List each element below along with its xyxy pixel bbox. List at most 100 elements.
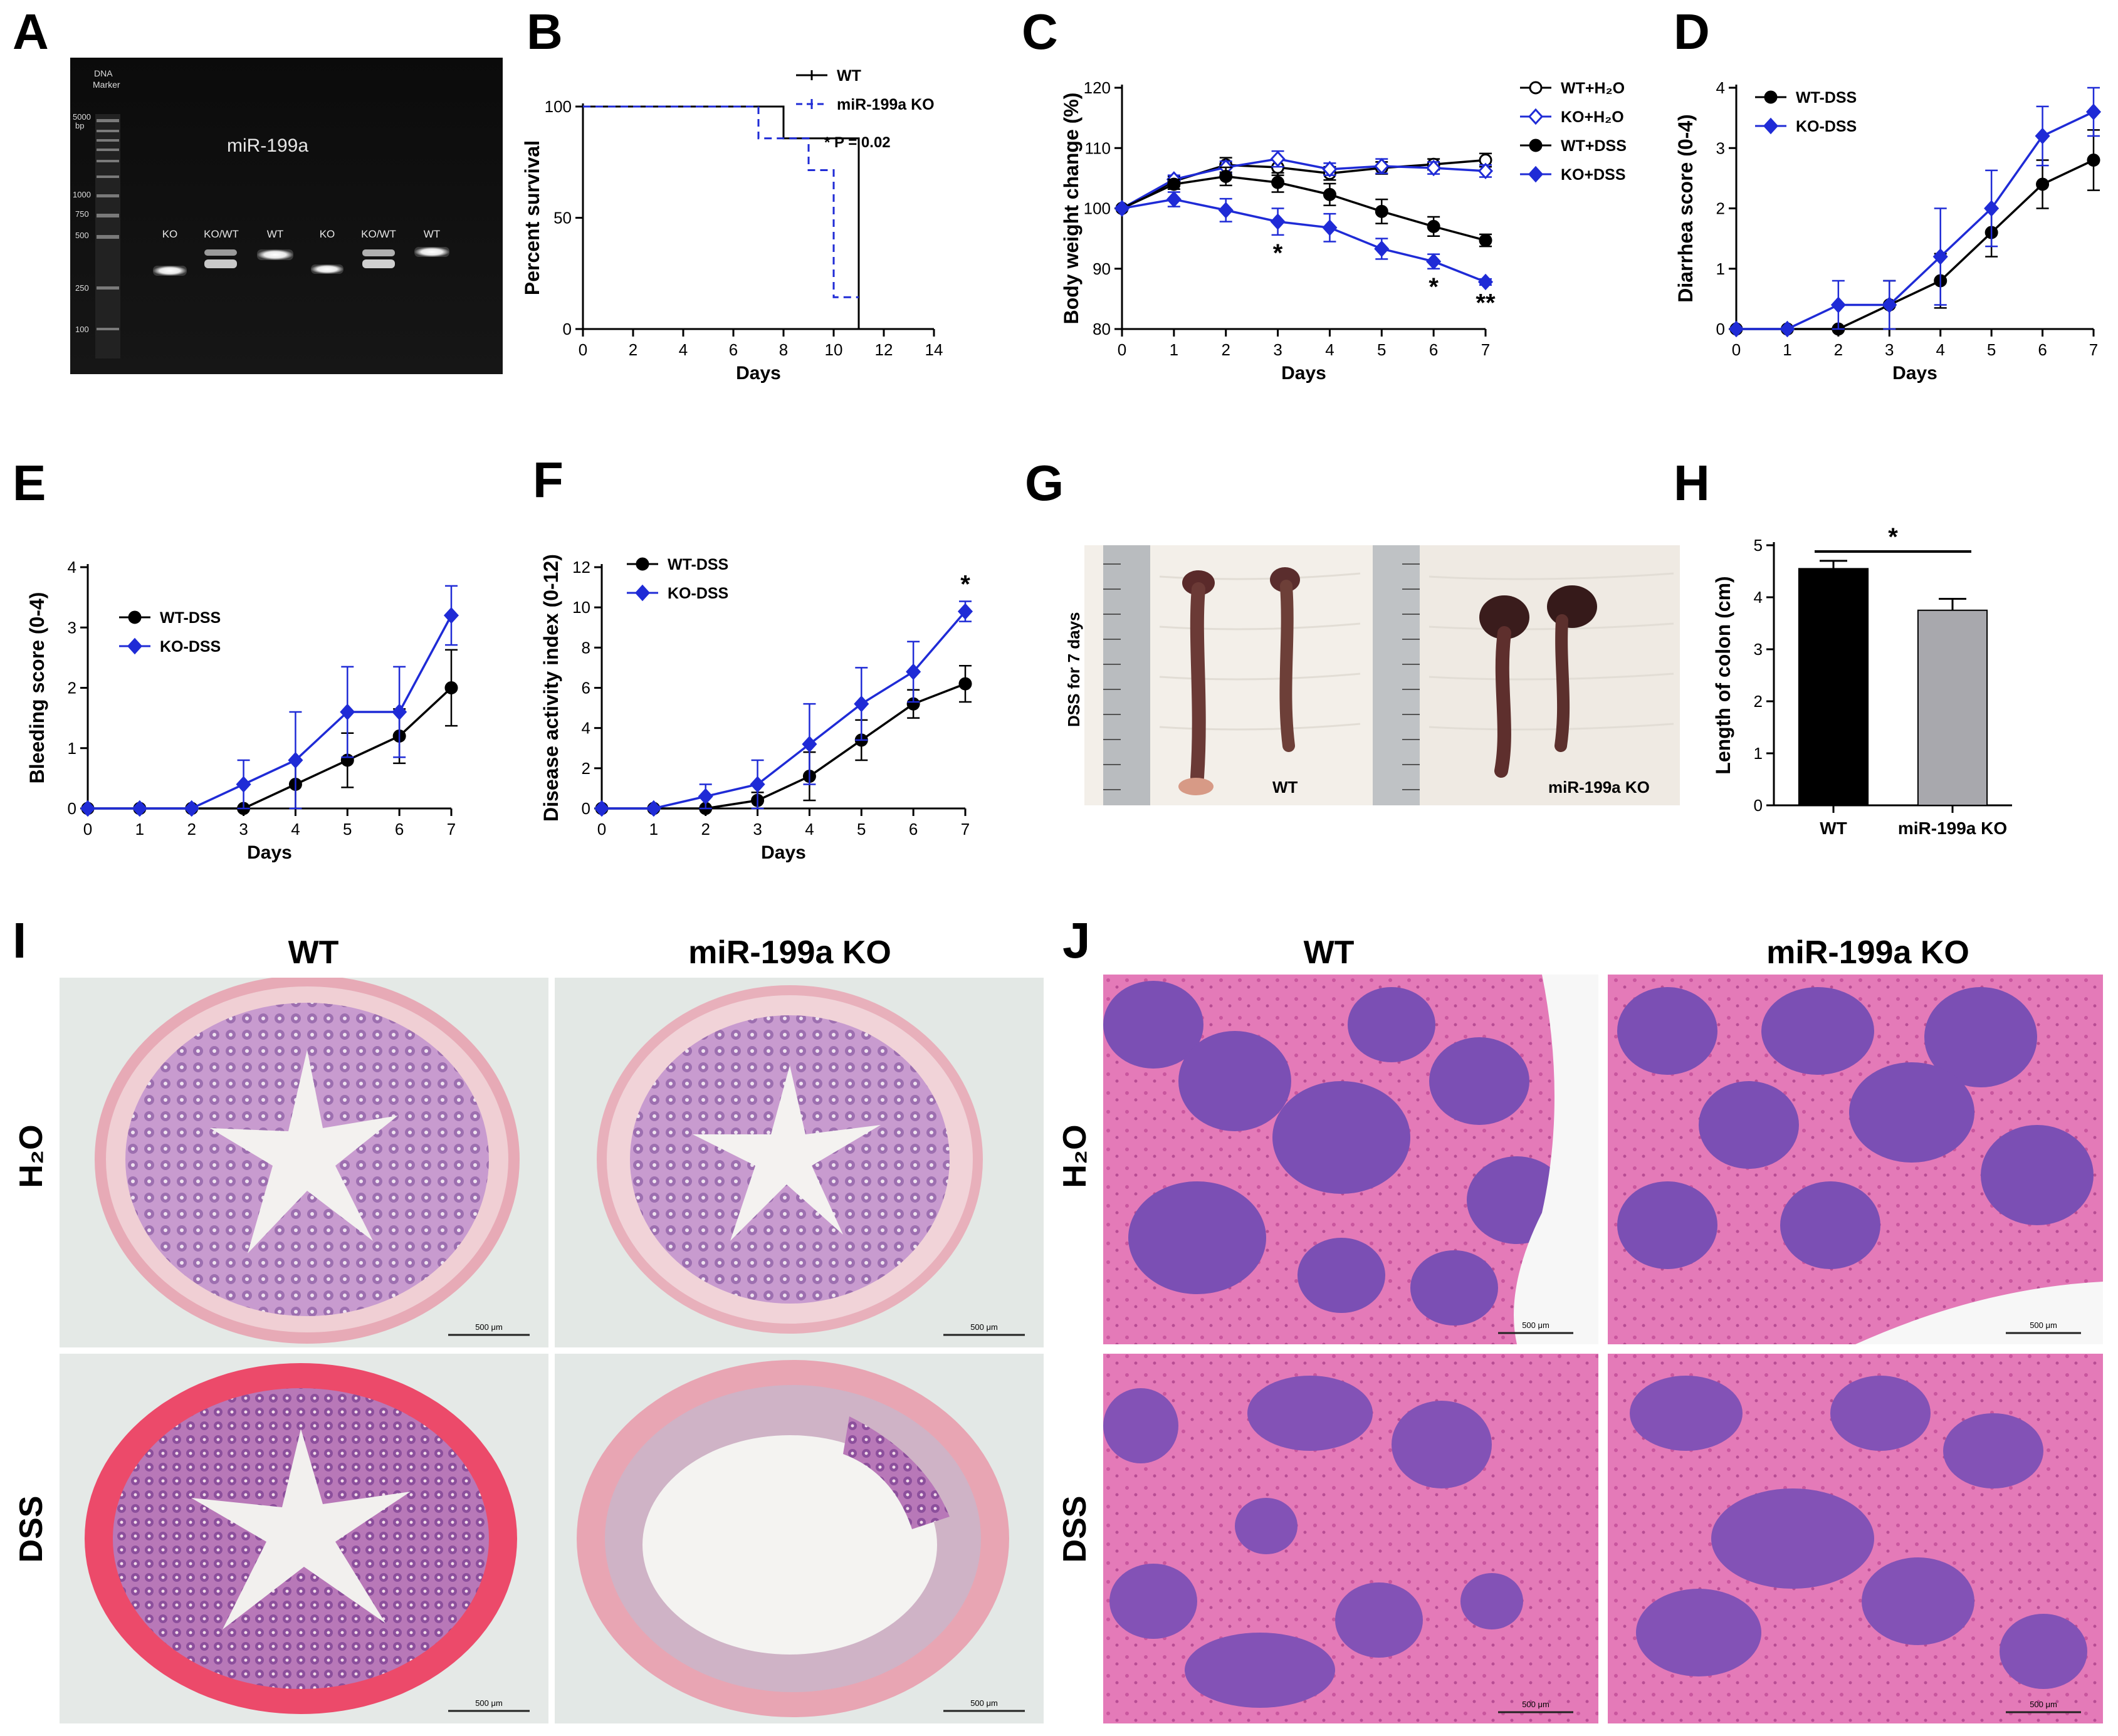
- x-axis-label: Days: [1892, 363, 1937, 384]
- x-tick-label: 4: [1325, 340, 1334, 359]
- histology-j-wt-h2o: 500 μm: [1103, 975, 1598, 1344]
- legend: WT miR-199a KO: [796, 67, 935, 113]
- x-tick-label: 1: [1783, 340, 1791, 359]
- legend-marker: [1764, 90, 1778, 104]
- series-line: [1121, 175, 1486, 242]
- y-axis-label: Disease activity index (0-12): [540, 554, 562, 822]
- y-tick-label: 0: [563, 320, 572, 338]
- panel-letter-d: D: [1674, 4, 1710, 60]
- x-tick-label: 7: [2089, 340, 2098, 359]
- legend-label: WT-DSS: [160, 609, 221, 627]
- y-tick-label: 2: [68, 679, 76, 698]
- bar: [1917, 609, 1988, 806]
- series-line: [88, 687, 453, 810]
- data-point: [1114, 200, 1130, 217]
- x-axis-label: Days: [761, 842, 806, 863]
- histology-j-scalebar-1: 500 μm: [1522, 1320, 1549, 1330]
- y-tick-label: 4: [582, 719, 590, 738]
- x-tick-label: 7: [447, 820, 456, 839]
- x-tick-label: 5: [1987, 340, 1996, 359]
- y-tick-label: 120: [1084, 78, 1111, 97]
- y-axis-label: Diarrhea score (0-4): [1674, 114, 1697, 303]
- data-point: [1323, 187, 1336, 201]
- legend-label: WT-DSS: [668, 556, 728, 573]
- panel-letter-h: H: [1674, 455, 1710, 511]
- data-point: [957, 603, 973, 620]
- ladder-label-750: 750: [75, 209, 89, 219]
- colon-photo-panel: DSS for 7 days WT miR-199a KO: [1066, 545, 1680, 805]
- y-tick-label: 0: [1754, 796, 1763, 815]
- histology-i-images: 500 μm 500 μm 500 μm 500 μm: [60, 978, 1044, 1723]
- data-point: [1270, 150, 1286, 167]
- data-point: [1374, 157, 1390, 175]
- data-point: [1426, 253, 1442, 270]
- x-tick-label: 6: [1429, 340, 1438, 359]
- legend-label: WT: [837, 67, 861, 85]
- series-0: [583, 105, 860, 329]
- x-tick-label: 1: [1170, 340, 1178, 359]
- legend-label: miR-199a KO: [837, 96, 935, 113]
- x-tick-label: 4: [805, 820, 814, 839]
- series-line: [602, 610, 967, 810]
- significance-star: *: [1273, 239, 1283, 267]
- y-axis-label: Percent survival: [521, 140, 543, 295]
- y-tick-label: 1: [1754, 744, 1763, 763]
- ruler-right: [1373, 545, 1420, 805]
- x-axis-label: Days: [1281, 363, 1326, 384]
- data-point: [594, 800, 610, 817]
- ladder-label-bp: bp: [75, 121, 84, 130]
- series-1: [80, 585, 459, 817]
- data-point: [698, 788, 713, 805]
- legend-marker: [1529, 81, 1543, 95]
- series-line: [88, 615, 453, 810]
- y-tick-label: 1: [68, 739, 76, 758]
- data-point: [184, 800, 199, 817]
- x-tick-label: 3: [239, 820, 248, 839]
- series-1: [594, 600, 973, 817]
- data-point: [1882, 296, 1897, 313]
- data-point: [443, 607, 459, 624]
- panel-letter-a: A: [13, 4, 49, 60]
- series-line: [1736, 159, 2094, 330]
- legend-label: KO+DSS: [1561, 166, 1626, 184]
- histology-j-ko-h2o: 500 μm: [1608, 975, 2103, 1344]
- x-tick-label: 4: [679, 340, 688, 359]
- ladder-title-line2: Marker: [93, 80, 120, 90]
- histology-i-col-title-wt: WT: [288, 934, 339, 971]
- series-line: [602, 682, 966, 810]
- data-point: [1780, 320, 1795, 338]
- data-point: [340, 703, 355, 721]
- x-tick-label: 1: [649, 820, 658, 839]
- x-tick-label: 3: [1885, 340, 1894, 359]
- lane-label-4: KO: [320, 228, 335, 240]
- data-point: [646, 800, 661, 817]
- legend-marker: [1529, 139, 1543, 152]
- ladder-label-100: 100: [75, 325, 89, 334]
- x-tick-label: 4: [291, 820, 300, 839]
- histology-j-scalebar-3: 500 μm: [1522, 1700, 1549, 1709]
- histology-i-ko-h2o: 500 μm: [555, 978, 1044, 1347]
- legend-marker: [634, 584, 651, 602]
- data-point: [1271, 175, 1285, 189]
- x-tick-label: 7: [961, 820, 970, 839]
- histology-j-col-title-wt: WT: [1303, 934, 1355, 971]
- data-point: [1322, 219, 1338, 236]
- y-tick-label: 5: [1754, 536, 1763, 555]
- significance-star: **: [1476, 290, 1496, 317]
- histology-i-scalebar-3: 500 μm: [475, 1698, 503, 1708]
- data-point: [750, 776, 765, 793]
- x-tick-label: 5: [1377, 340, 1386, 359]
- chart-e-bleeding: 0 1 2 3 4 Bleeding score (0-4) 0 1 2 3 4 5 6 7 Days WT-…: [26, 558, 459, 863]
- data-point: [1426, 159, 1442, 177]
- data-point: [1477, 162, 1494, 180]
- ladder-label-250: 250: [75, 283, 89, 293]
- x-tick-label: 8: [779, 340, 788, 359]
- data-point: [236, 776, 251, 793]
- legend-label: WT-DSS: [1796, 89, 1857, 107]
- y-tick-label: 4: [1754, 588, 1763, 607]
- data-point: [958, 677, 972, 691]
- data-point: [2087, 154, 2100, 167]
- y-tick-label: 0: [68, 799, 76, 818]
